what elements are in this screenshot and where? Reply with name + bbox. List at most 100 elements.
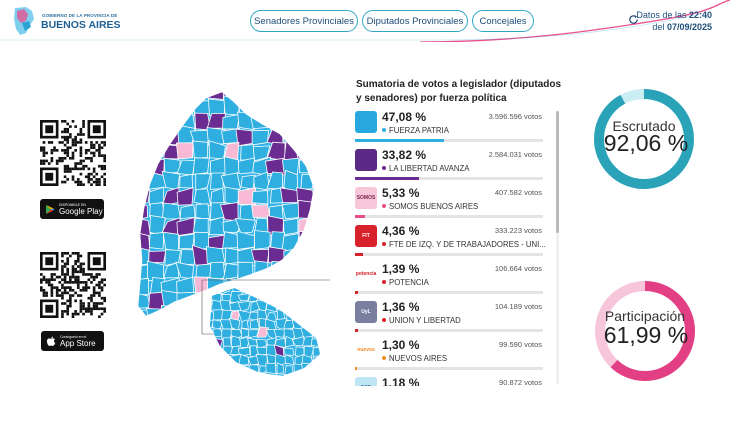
- party-name-line: UNION Y LIBERTAD: [382, 316, 547, 325]
- party-color-dot: [382, 127, 386, 132]
- party-row[interactable]: SOMOS 5,33 % 407.582 votos SOMOS BUENOS AIR…: [352, 185, 552, 223]
- province-results-map[interactable]: [134, 84, 330, 384]
- party-percentage: 33,82 %: [382, 148, 427, 162]
- party-name: FTE DE IZQ. Y DE TRABAJADORES - UNI...: [389, 240, 546, 249]
- qr-code-ios[interactable]: [40, 252, 106, 318]
- party-percentage: 47,08 %: [382, 110, 427, 124]
- party-name-line: LA LIBERTAD AVANZA: [382, 164, 547, 173]
- party-share-bar: [355, 367, 543, 370]
- party-share-bar: [355, 329, 543, 332]
- party-logo-icon: SOMOS: [355, 187, 377, 209]
- party-votes: 104.189 votos: [494, 302, 542, 311]
- party-name-line: POTENCIA: [382, 278, 547, 287]
- party-name-line: FTE DE IZQ. Y DE TRABAJADORES - UNI...: [382, 240, 547, 249]
- party-votes: 2.584.031 votos: [488, 150, 542, 159]
- party-name-line: NUEVOS AIRES: [382, 354, 547, 363]
- party-votes: 3.596.596 votos: [488, 112, 542, 121]
- app-store-button[interactable]: Consíguelo en el App Store: [41, 331, 104, 351]
- party-votes: 99.590 votos: [499, 340, 542, 349]
- party-name-line: SOMOS BUENOS AIRES: [382, 202, 547, 211]
- party-votes: 106.664 votos: [494, 264, 542, 273]
- party-votes: 407.582 votos: [494, 188, 542, 197]
- party-share-bar: [355, 177, 543, 180]
- escrutado-label: Escrutado: [612, 118, 676, 134]
- party-color-dot: [382, 165, 386, 170]
- party-logo-icon: ESP: [355, 377, 377, 386]
- party-results-list[interactable]: 47,08 % 3.596.596 votos FUERZA PATRIA 33,82…: [352, 109, 552, 386]
- party-percentage: 1,30 %: [382, 338, 420, 352]
- party-share-bar-fill: [355, 253, 364, 256]
- app-store-small-text: Consíguelo en el: [60, 334, 87, 339]
- refresh-icon[interactable]: [628, 14, 639, 25]
- party-logo-icon: [355, 111, 377, 133]
- party-row[interactable]: ESP 1,18 % 90.872 votos: [352, 375, 552, 386]
- participacion-gauge-fill: [595, 281, 695, 381]
- logo-government-text: GOBIERNO DE LA PROVINCIA DE: [42, 13, 118, 18]
- participacion-label: Participación: [604, 308, 686, 324]
- party-name: SOMOS BUENOS AIRES: [389, 202, 479, 211]
- party-share-bar-fill: [355, 139, 444, 142]
- party-share-bar: [355, 291, 543, 294]
- qr-code-android[interactable]: [40, 120, 106, 186]
- tab-diputados-provinciales[interactable]: Diputados Provinciales: [362, 10, 468, 32]
- party-row[interactable]: UyL 1,36 % 104.189 votos UNION Y LIBERTAD: [352, 299, 552, 337]
- party-share-bar-fill: [355, 215, 366, 218]
- logo-name-text: BUENOS AIRES: [41, 19, 121, 31]
- party-percentage: 1,36 %: [382, 300, 420, 314]
- party-row[interactable]: FIT 4,36 % 333.223 votos FTE DE IZQ. Y DE T…: [352, 223, 552, 261]
- party-name: FUERZA PATRIA: [389, 126, 449, 135]
- party-color-dot: [382, 355, 386, 360]
- party-row[interactable]: potencia 1,39 % 106.664 votos POTENCIA: [352, 261, 552, 299]
- escrutado-gauge-fill: [594, 89, 694, 189]
- escrutado-value: 92,06 %: [603, 130, 689, 156]
- party-row[interactable]: 33,82 % 2.584.031 votos LA LIBERTAD AVANZA: [352, 147, 552, 185]
- party-share-bar-fill: [355, 329, 358, 332]
- party-logo-icon: FIT: [355, 225, 377, 247]
- party-votes: 333.223 votos: [494, 226, 542, 235]
- party-share-bar: [355, 139, 543, 142]
- update-prefix: Datos de las: [636, 10, 687, 20]
- participacion-value: 61,99 %: [603, 322, 689, 348]
- party-share-bar-fill: [355, 367, 358, 370]
- results-panel-title: Sumatoria de votos a legislador (diputad…: [356, 79, 562, 104]
- party-percentage: 1,39 %: [382, 262, 420, 276]
- party-color-dot: [382, 317, 386, 322]
- party-share-bar: [355, 215, 543, 218]
- update-time: 22:40: [688, 10, 712, 20]
- header-wave-decoration: [0, 0, 730, 42]
- google-play-icon: [46, 204, 55, 214]
- party-logo-icon: potencia: [355, 263, 377, 285]
- conurbano-districts[interactable]: [202, 282, 330, 384]
- update-date-prefix: del: [652, 22, 665, 32]
- results-scrollbar[interactable]: [556, 111, 559, 384]
- results-scrollbar-thumb[interactable]: [556, 111, 559, 233]
- party-logo-icon: [355, 149, 377, 171]
- party-percentage: 5,33 %: [382, 186, 420, 200]
- party-name: POTENCIA: [389, 278, 429, 287]
- tab-senadores-provinciales[interactable]: Senadores Provinciales: [250, 10, 358, 32]
- party-color-dot: [382, 279, 386, 284]
- party-logo-icon: UyL: [355, 301, 377, 323]
- party-percentage: 4,36 %: [382, 224, 420, 238]
- party-share-bar-fill: [355, 177, 419, 180]
- party-row[interactable]: 47,08 % 3.596.596 votos FUERZA PATRIA: [352, 109, 552, 147]
- tab-concejales[interactable]: Concejales: [472, 10, 534, 32]
- party-name-line: FUERZA PATRIA: [382, 126, 547, 135]
- apple-icon: [46, 335, 56, 346]
- party-name: NUEVOS AIRES: [389, 354, 448, 363]
- participacion-gauge: [595, 281, 695, 381]
- party-color-dot: [382, 203, 386, 208]
- google-play-text: Google Play: [59, 206, 103, 216]
- buenos-aires-logo[interactable]: GOBIERNO DE LA PROVINCIA DE BUENOS AIRES: [12, 4, 121, 38]
- google-play-small-text: DISPONIBLE EN: [59, 202, 86, 207]
- app-store-text: App Store: [60, 338, 96, 348]
- update-info: Datos de las 22:40 del 07/09/2025: [636, 9, 712, 33]
- party-color-dot: [382, 241, 386, 246]
- party-name: LA LIBERTAD AVANZA: [389, 164, 470, 173]
- google-play-button[interactable]: DISPONIBLE EN Google Play: [40, 199, 104, 219]
- party-row[interactable]: nuevos 1,30 % 99.590 votos NUEVOS AIRES: [352, 337, 552, 375]
- update-date: 07/09/2025: [666, 22, 712, 32]
- party-percentage: 1,18 %: [382, 376, 420, 386]
- party-share-bar: [355, 253, 543, 256]
- party-name: UNION Y LIBERTAD: [389, 316, 461, 325]
